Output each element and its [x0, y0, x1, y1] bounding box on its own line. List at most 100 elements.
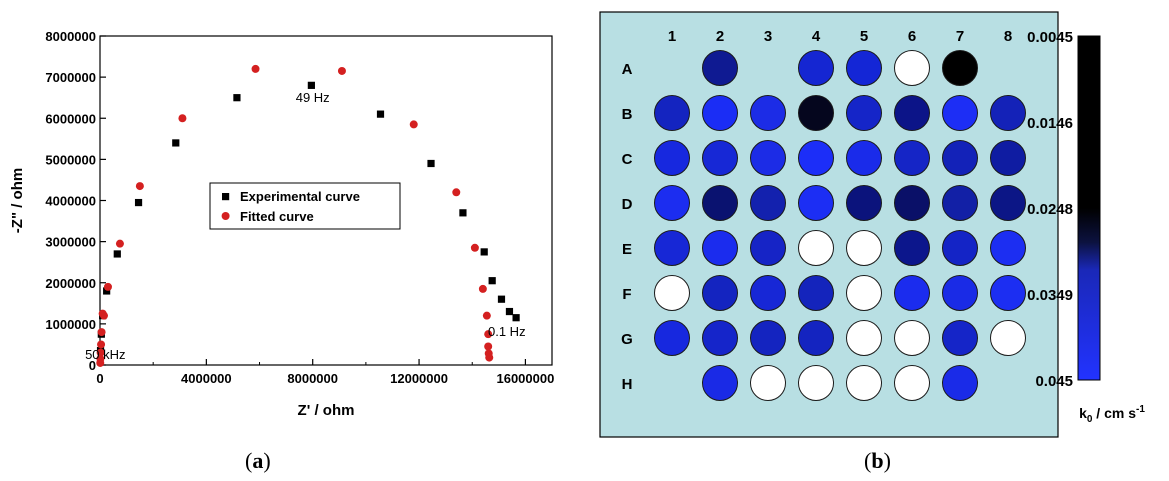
well-cell — [846, 140, 882, 176]
well-cell — [942, 365, 978, 401]
well-cell — [942, 140, 978, 176]
well-cell — [798, 95, 834, 131]
row-label: F — [622, 286, 631, 303]
x-tick-label: 4000000 — [181, 371, 232, 386]
column-label: 1 — [668, 28, 676, 45]
well-cell — [894, 95, 930, 131]
y-tick-label: 3000000 — [45, 235, 96, 250]
frequency-annotation: 49 Hz — [296, 90, 330, 105]
fitted-point — [99, 311, 108, 320]
well-cell — [990, 275, 1026, 311]
well-cell — [846, 95, 882, 131]
experimental-point — [233, 94, 241, 102]
well-cell — [654, 185, 690, 221]
row-label: E — [622, 241, 632, 258]
well-cell — [798, 50, 834, 86]
row-label: D — [622, 196, 633, 213]
row-label: G — [621, 331, 633, 348]
y-tick-label: 2000000 — [45, 276, 96, 291]
row-label: C — [622, 151, 633, 168]
well-cell — [702, 275, 738, 311]
legend-label-fitted: Fitted curve — [240, 209, 314, 224]
colorbar-tick-label: 0.0045 — [1027, 29, 1073, 46]
well-cell — [750, 140, 786, 176]
well-cell — [942, 320, 978, 356]
well-cell — [798, 365, 834, 401]
well-cell — [990, 230, 1026, 266]
column-label: 4 — [812, 28, 821, 45]
well-cell — [942, 50, 978, 86]
well-cell — [654, 140, 690, 176]
fitted-point — [103, 282, 112, 291]
well-cell — [894, 185, 930, 221]
fitted-point — [251, 64, 260, 73]
fitted-point — [135, 182, 144, 191]
x-axis-label: Z' / ohm — [298, 402, 355, 419]
column-label: 5 — [860, 28, 868, 45]
fitted-point — [96, 354, 105, 363]
well-cell — [942, 185, 978, 221]
x-tick-label: 12000000 — [390, 371, 448, 386]
experimental-point — [103, 287, 111, 295]
colorbar-label-part: -1 — [1136, 404, 1145, 415]
fitted-point — [482, 311, 491, 320]
y-tick-label: 8000000 — [45, 29, 96, 44]
well-cell — [846, 365, 882, 401]
fitted-point — [484, 342, 493, 351]
experimental-point — [134, 198, 143, 207]
nyquist-chart: 0 4000000 8000000 12000000 16000000 0 1000000 2… — [9, 29, 554, 419]
well-cell — [942, 95, 978, 131]
x-tick-label: 0 — [96, 371, 103, 386]
well-cell — [654, 230, 690, 266]
well-cell — [894, 140, 930, 176]
fitted-point — [484, 330, 493, 339]
experimental-point — [505, 307, 514, 316]
well-cell — [654, 275, 690, 311]
frequency-annotation: 0.1 Hz — [488, 324, 526, 339]
well-cell — [846, 320, 882, 356]
experimental-point — [488, 277, 496, 285]
well-cell — [942, 230, 978, 266]
fitted-point — [97, 340, 106, 349]
well-cell — [798, 275, 834, 311]
well-cell — [894, 230, 930, 266]
well-cell — [750, 230, 786, 266]
fitted-point — [115, 239, 124, 248]
fitted-point — [178, 114, 187, 123]
well-cell — [798, 230, 834, 266]
row-label: B — [622, 106, 633, 123]
fitted-point — [452, 188, 461, 197]
well-cell — [894, 320, 930, 356]
fitted-point — [478, 284, 487, 293]
well-cell — [990, 320, 1026, 356]
experimental-point — [113, 250, 121, 258]
column-label: 7 — [956, 28, 964, 45]
well-cell — [750, 365, 786, 401]
row-label: A — [622, 61, 633, 78]
y-axis-label: -Z" / ohm — [9, 168, 26, 233]
well-cell — [894, 365, 930, 401]
plate-background — [599, 11, 1059, 438]
well-cell — [702, 320, 738, 356]
row-label: H — [622, 376, 633, 393]
well-cell — [798, 185, 834, 221]
experimental-point — [497, 295, 506, 303]
well-cell — [846, 275, 882, 311]
well-cell — [846, 230, 882, 266]
legend-marker-fitted — [221, 212, 230, 220]
experimental-point — [307, 81, 315, 89]
column-label: 2 — [716, 28, 724, 45]
well-cell — [942, 275, 978, 311]
well-cell — [702, 140, 738, 176]
y-tick-label: 4000000 — [45, 194, 96, 209]
experimental-point — [480, 248, 488, 256]
fitted-point — [97, 328, 106, 337]
legend-label-experimental: Experimental curve — [240, 189, 360, 204]
fitted-point — [409, 120, 418, 129]
fitted-point — [96, 348, 105, 357]
column-label: 6 — [908, 28, 916, 45]
fitted-point — [470, 243, 479, 252]
y-tick-label: 1000000 — [45, 317, 96, 332]
y-tick-label: 7000000 — [45, 70, 96, 85]
